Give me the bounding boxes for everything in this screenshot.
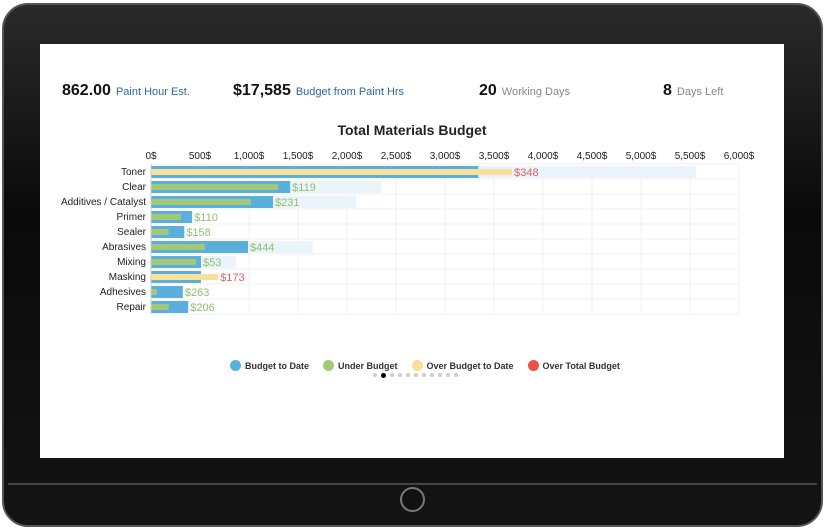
x-tick-label: 0$ [145,151,157,162]
under-budget-bar [151,199,251,205]
legend-item[interactable]: Budget to Date [230,360,309,371]
kpi-label: Paint Hour Est. [115,86,190,98]
page-dot[interactable] [381,373,386,378]
x-tick-label: 4,000$ [528,151,559,162]
under-budget-bar [151,259,197,265]
legend-label: Over Total Budget [542,360,620,371]
chart-title: Total Materials Budget [337,122,487,138]
page-dot[interactable] [414,373,418,377]
category-label: Primer [117,212,147,223]
category-label: Sealer [117,227,147,238]
under-budget-bar [151,244,205,250]
under-budget-bar [151,304,169,310]
category-label: Additives / Catalyst [61,197,146,208]
kpi-days-left: 8 Days Left [663,82,723,100]
kpi-paint-hours: 862.00 Paint Hour Est. [62,82,190,100]
kpi-budget: $17,585 Budget from Paint Hrs [233,82,404,100]
x-tick-label: 4,500$ [577,151,608,162]
legend-label: Over Budget to Date [426,360,514,371]
legend-dot-icon [230,360,241,371]
bar-chart: 0$ 500$ 1,000$ 1,500$ 2,000$ 2,500$ 3,000$ 3,50… [61,151,755,315]
category-label: Clear [122,182,147,193]
bezel-divider [8,483,817,485]
data-label: $119 [292,182,316,194]
x-tick-label: 1,000$ [234,151,265,162]
x-tick-label: 5,500$ [675,151,706,162]
page-dot[interactable] [438,373,442,377]
kpi-working-days: 20 Working Days [479,82,570,100]
data-label: $206 [190,302,214,314]
x-tick-label: 2,500$ [381,151,412,162]
kpi-label: Days Left [676,86,724,98]
page-dot[interactable] [390,373,394,377]
kpi-value: $17,585 [233,82,291,99]
legend-label: Budget to Date [245,360,309,371]
under-budget-bar [151,289,157,295]
chart-legend: Budget to Date Under Budget Over Budget … [230,360,620,371]
under-budget-bar [151,229,169,235]
data-label: $231 [275,197,299,209]
page-dot[interactable] [446,373,450,377]
legend-dot-icon [323,360,334,371]
legend-dot-icon [411,360,423,371]
home-button[interactable] [400,487,425,512]
kpi-label: Working Days [501,86,571,98]
page-dot[interactable] [430,373,434,377]
data-label: $444 [250,242,274,254]
x-tick-label: 3,500$ [479,151,510,162]
data-label: $173 [220,272,244,284]
legend-item[interactable]: Under Budget [323,360,398,371]
under-budget-bar [151,184,279,190]
x-tick-label: 2,000$ [332,151,363,162]
kpi-value: 8 [663,82,672,99]
data-label: $158 [186,227,210,239]
over-budget-bar [151,274,219,280]
category-label: Mixing [117,257,146,268]
category-label: Adhesives [100,287,146,298]
legend-item[interactable]: Over Budget to Date [411,360,514,371]
x-tick-label: 3,000$ [430,151,461,162]
category-label: Toner [121,167,147,178]
x-tick-label: 1,500$ [283,151,314,162]
dashboard-screen: 862.00 Paint Hour Est. $17,585 Budget from… [40,44,784,458]
page-dot[interactable] [454,373,458,377]
page-dot[interactable] [406,373,410,377]
legend-dot-icon [527,360,539,371]
x-tick-label: 5,000$ [626,151,657,162]
data-label: $263 [185,287,209,299]
page-dot[interactable] [422,373,426,377]
data-label: $348 [514,167,538,179]
page-indicator [373,373,458,378]
data-label: $110 [194,212,218,224]
page-dot[interactable] [398,373,402,377]
legend-item[interactable]: Over Total Budget [527,360,620,371]
category-label: Masking [109,272,146,283]
under-budget-bar [151,214,181,220]
kpi-label: Budget from Paint Hrs [295,86,405,98]
legend-label: Under Budget [338,360,398,371]
over-budget-bar [151,169,513,175]
budget-to-date-bar [151,286,183,298]
category-label: Repair [117,302,147,313]
kpi-value: 20 [479,82,497,99]
data-label: $53 [203,257,221,269]
kpi-value: 862.00 [62,82,111,99]
category-label: Abrasives [102,242,146,253]
page-dot[interactable] [373,373,377,377]
x-tick-label: 500$ [189,151,212,162]
x-tick-label: 6,000$ [724,151,755,162]
